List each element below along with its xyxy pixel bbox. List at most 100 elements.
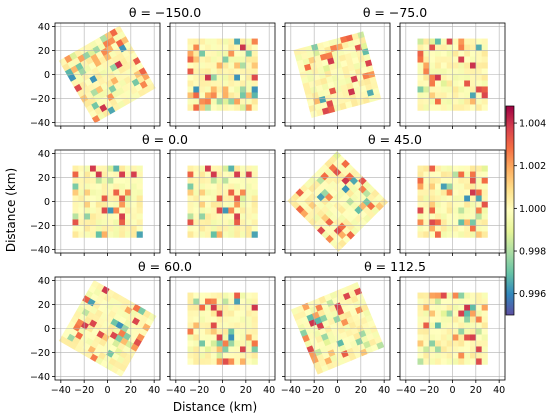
heatmap-cell [205,166,211,172]
heatmap-cell [476,299,482,305]
heatmap-cell [205,340,211,346]
heatmap-cell [470,172,476,178]
heatmap-cell [470,63,476,69]
heatmap-cell [429,329,435,335]
heatmap-cell [217,358,223,364]
heatmap-cell [217,98,223,104]
heatmap-cell [228,172,234,178]
heatmap-cell [482,63,488,69]
heatmap-cell [464,213,470,219]
heatmap-cell [476,190,482,196]
heatmap-cell [252,231,258,237]
heatmap-cell [193,225,199,231]
heatmap-cell [447,219,453,225]
heatmap-cell [252,329,258,335]
heatmap-cell [211,323,217,329]
heatmap-cell [476,75,482,81]
heatmap-cell [470,213,476,219]
heatmap-cell [234,340,240,346]
y-tick-label: 40 [38,22,50,33]
heatmap-cell [470,190,476,196]
heatmap-cell [453,166,459,172]
heatmap-cell [228,45,234,51]
heatmap-cell [458,305,464,311]
heatmap-cell [119,196,125,202]
heatmap-cell [464,86,470,92]
heatmap-cell [205,202,211,208]
heatmap-cell [476,196,482,202]
heatmap-cell [90,231,96,237]
heatmap-cell [464,352,470,358]
heatmap-cell [84,213,90,219]
heatmap-cell [453,184,459,190]
heatmap-cell [96,202,102,208]
heatmap-cell [429,358,435,364]
heatmap-cell [211,352,217,358]
heatmap-cell [423,75,429,81]
heatmap-cell [188,323,194,329]
heatmap-cell [188,340,194,346]
heatmap-cell [252,57,258,63]
heatmap-cell [470,317,476,323]
heatmap-cell [211,57,217,63]
heatmap-cell [113,184,119,190]
heatmap-cell [188,213,194,219]
heatmap-cell [470,86,476,92]
heatmap-cell [131,202,137,208]
heatmap-cell [240,80,246,86]
heatmap-cell [240,45,246,51]
heatmap-cell [113,178,119,184]
heatmap-cell [240,329,246,335]
heatmap-cell [193,334,199,340]
heatmap-cell [108,190,114,196]
heatmap-cell [223,98,229,104]
heatmap-cell [447,323,453,329]
heatmap-cell [228,39,234,45]
heatmap-cell [464,231,470,237]
heatmap-cell [228,51,234,57]
heatmap-cell [447,178,453,184]
heatmap-cell [188,190,194,196]
heatmap-cell [240,172,246,178]
heatmap-cell [234,323,240,329]
heatmap-cell [84,184,90,190]
heatmap-cell [240,51,246,57]
heatmap-cell [228,231,234,237]
heatmap-cell [108,172,114,178]
heatmap-cell [429,51,435,57]
heatmap-cell [119,190,125,196]
heatmap-cell [464,92,470,98]
heatmap-cell [234,293,240,299]
heatmap-cell [418,98,424,104]
heatmap-cell [73,207,79,213]
heatmap-cell [429,184,435,190]
heatmap-cell [240,39,246,45]
heatmap-cell [119,213,125,219]
heatmap-cell [223,311,229,317]
heatmap-cell [458,172,464,178]
heatmap-cell [246,305,252,311]
heatmap-cell [418,104,424,110]
heatmap-cell [252,69,258,75]
heatmap-cell [252,352,258,358]
heatmap-cell [246,104,252,110]
heatmap-cell [441,75,447,81]
heatmap-cell [205,172,211,178]
heatmap-cell [211,334,217,340]
heatmap-cell [429,166,435,172]
heatmap-cell [482,69,488,75]
heatmap-cell [470,75,476,81]
heatmap-cell [246,225,252,231]
heatmap-cell [418,207,424,213]
heatmap-cell [246,352,252,358]
heatmap-cell [476,219,482,225]
heatmap-cell [205,69,211,75]
heatmap-cell [453,51,459,57]
heatmap-cell [234,329,240,335]
heatmap-cell [211,80,217,86]
heatmap-cell [435,104,441,110]
heatmap-cell [429,104,435,110]
heatmap-cell [131,190,137,196]
heatmap-cell [447,329,453,335]
heatmap-cell [131,172,137,178]
